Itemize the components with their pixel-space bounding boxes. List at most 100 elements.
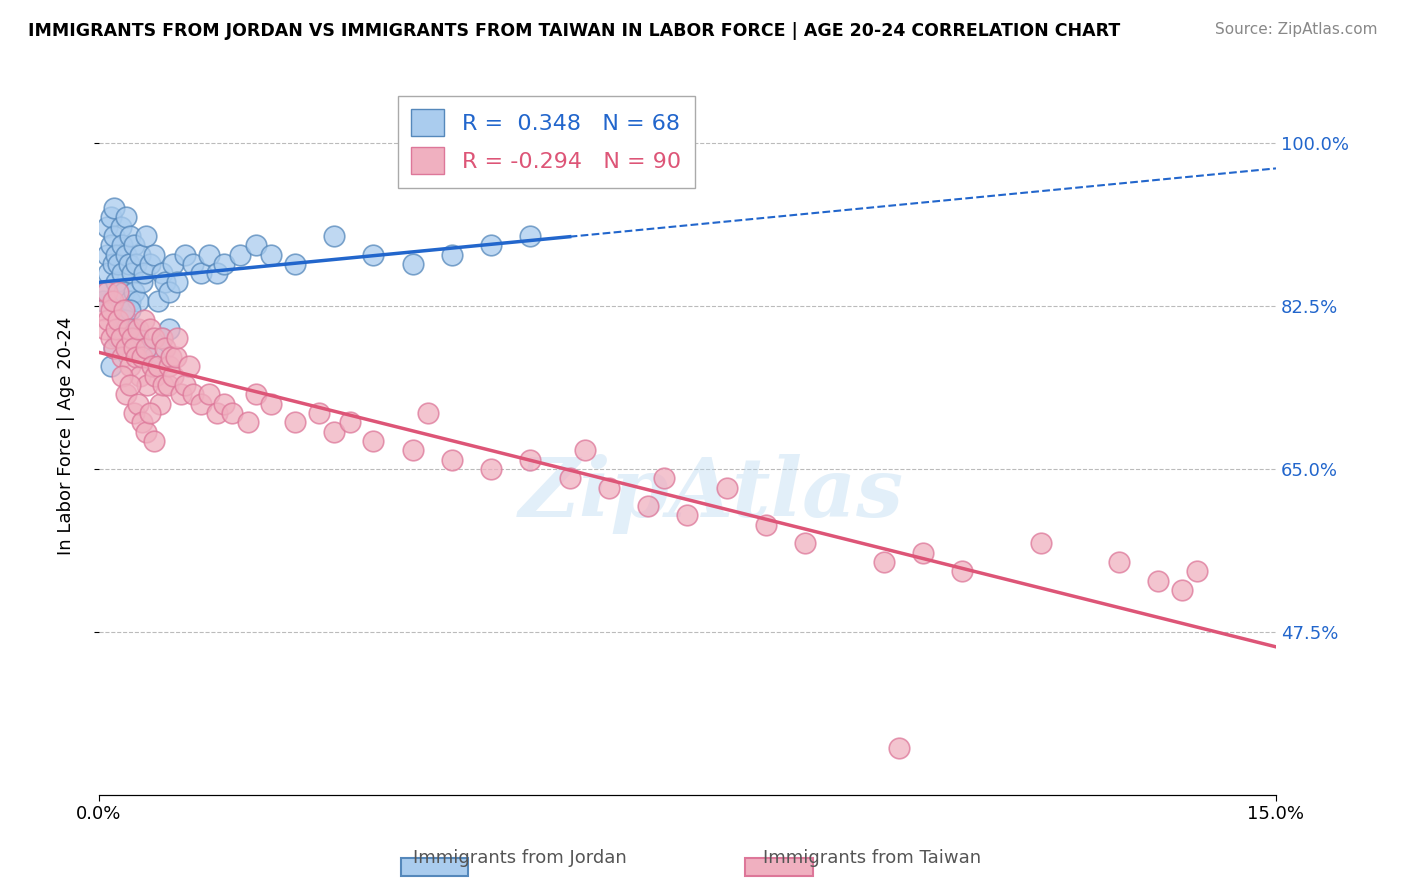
Point: [127, 331, 149, 345]
Point: [157, 322, 180, 336]
Point: [245, 238, 267, 252]
Point: [96, 285, 118, 299]
Point: [111, 368, 134, 383]
Point: [105, 276, 128, 290]
Point: [197, 387, 219, 401]
Point: [142, 247, 165, 261]
Point: [190, 397, 212, 411]
Point: [755, 517, 778, 532]
Point: [1108, 555, 1130, 569]
Point: [111, 322, 134, 336]
Point: [402, 443, 425, 458]
Point: [125, 350, 148, 364]
Y-axis label: In Labor Force | Age 20-24: In Labor Force | Age 20-24: [58, 317, 75, 556]
Point: [120, 359, 142, 374]
Point: [110, 219, 132, 234]
Point: [166, 276, 188, 290]
Point: [101, 257, 124, 271]
Text: Immigrants from Taiwan: Immigrants from Taiwan: [762, 849, 981, 867]
Point: [128, 247, 150, 261]
Point: [165, 350, 187, 364]
Point: [177, 359, 200, 374]
Point: [96, 219, 118, 234]
Point: [676, 508, 699, 523]
Point: [120, 294, 142, 309]
Point: [284, 257, 307, 271]
Point: [111, 238, 134, 252]
Point: [115, 341, 138, 355]
Point: [170, 387, 193, 401]
Point: [107, 312, 129, 326]
Point: [174, 247, 197, 261]
Point: [127, 294, 149, 309]
Point: [122, 322, 145, 336]
Point: [479, 462, 502, 476]
Point: [97, 266, 120, 280]
Point: [135, 341, 157, 355]
Point: [131, 276, 153, 290]
Point: [205, 266, 228, 280]
Point: [150, 331, 173, 345]
Point: [143, 368, 166, 383]
Point: [1171, 582, 1194, 597]
Point: [100, 359, 122, 374]
Point: [115, 211, 138, 225]
Point: [94, 285, 117, 299]
Point: [519, 452, 541, 467]
Point: [135, 425, 157, 439]
Point: [440, 247, 463, 261]
Point: [245, 387, 267, 401]
Point: [91, 294, 114, 309]
Point: [94, 322, 117, 336]
Point: [323, 425, 346, 439]
Point: [134, 266, 156, 280]
Point: [139, 322, 162, 336]
Point: [363, 247, 385, 261]
Point: [122, 285, 145, 299]
Point: [598, 481, 620, 495]
Point: [136, 378, 159, 392]
Point: [214, 257, 236, 271]
Point: [117, 257, 139, 271]
Point: [260, 247, 283, 261]
Text: Immigrants from Jordan: Immigrants from Jordan: [413, 849, 627, 867]
Point: [794, 536, 817, 550]
Point: [1147, 574, 1170, 588]
Point: [107, 331, 129, 345]
Point: [125, 257, 148, 271]
Point: [131, 350, 153, 364]
Point: [121, 331, 143, 345]
Point: [120, 378, 142, 392]
Point: [1029, 536, 1052, 550]
Point: [160, 350, 183, 364]
Point: [637, 499, 659, 513]
Point: [440, 452, 463, 467]
Point: [190, 266, 212, 280]
Point: [181, 257, 204, 271]
Point: [103, 341, 125, 355]
Point: [157, 285, 180, 299]
Point: [107, 294, 129, 309]
Point: [139, 257, 162, 271]
Point: [122, 341, 145, 355]
Point: [111, 266, 134, 280]
Point: [105, 322, 128, 336]
Point: [91, 303, 114, 318]
Point: [339, 415, 361, 429]
Point: [911, 546, 934, 560]
Point: [105, 247, 128, 261]
Point: [122, 406, 145, 420]
Point: [96, 247, 118, 261]
Point: [101, 294, 124, 309]
Point: [402, 257, 425, 271]
Point: [112, 285, 135, 299]
Point: [103, 341, 125, 355]
Text: Source: ZipAtlas.com: Source: ZipAtlas.com: [1215, 22, 1378, 37]
Point: [146, 359, 169, 374]
Point: [308, 406, 330, 420]
Point: [162, 368, 184, 383]
Point: [716, 481, 738, 495]
Point: [146, 294, 169, 309]
Point: [127, 397, 149, 411]
Point: [142, 434, 165, 448]
